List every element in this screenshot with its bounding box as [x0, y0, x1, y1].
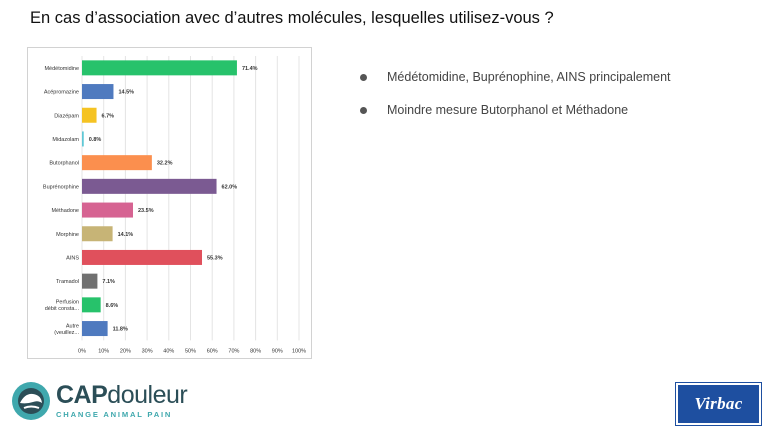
bullet-dot-icon [360, 106, 367, 114]
data-label: 7.1% [102, 279, 115, 285]
chart-bar [82, 297, 101, 313]
category-label: (veuillez... [54, 330, 79, 336]
category-label: Méthadone [51, 208, 79, 214]
capdouleur-logo-mark-icon [12, 382, 50, 420]
bar-chart-svg: 0% 10% 20% 30% 40% 50% 60% 70% 80% 90% 100% Médétom… [43, 56, 306, 354]
chart-bar [82, 249, 203, 265]
category-label: débit consta... [45, 306, 80, 312]
data-label: 6.7% [102, 113, 115, 119]
capdouleur-name: CAPdouleur [56, 381, 188, 410]
category-label: Autre [66, 323, 79, 329]
capdouleur-logo: CAPdouleur CHANGE ANIMAL PAIN [11, 381, 188, 421]
data-label: 32.2% [157, 161, 173, 167]
capdouleur-tagline: CHANGE ANIMAL PAIN [56, 410, 173, 420]
bullet-dot-icon [360, 73, 367, 81]
category-label: Médétomidine [44, 66, 79, 72]
x-tick-label: 10% [98, 348, 109, 354]
chart-bar [82, 202, 133, 218]
x-tick-label: 50% [185, 348, 196, 354]
category-label: Tramadol [56, 279, 79, 285]
virbac-logo: Virbac [675, 382, 762, 426]
chart-bar [82, 321, 108, 337]
chart-bar [82, 155, 152, 171]
category-label: Perfusion [56, 300, 79, 306]
bullet-item: Médétomidine, Buprénophine, AINS princip… [360, 70, 671, 84]
category-label: Buprénorphine [43, 184, 79, 190]
data-label: 62.0% [222, 184, 238, 190]
category-label: AINS [66, 255, 79, 261]
x-tick-label: 40% [163, 348, 174, 354]
bullet-text: Moindre mesure Butorphanol et Méthadone [387, 103, 629, 117]
category-label: Morphine [56, 232, 79, 238]
x-tick-label: 80% [250, 348, 261, 354]
data-label: 14.5% [118, 90, 134, 96]
x-tick-label: 20% [120, 348, 131, 354]
bullet-text: Médétomidine, Buprénophine, AINS princip… [387, 70, 671, 84]
data-label: 14.1% [118, 232, 134, 238]
x-tick-label: 70% [228, 348, 239, 354]
slide-title: En cas d’association avec d’autres moléc… [30, 9, 554, 27]
data-label: 55.3% [207, 255, 223, 261]
chart-bar [82, 178, 217, 194]
chart-bar [82, 84, 114, 100]
bullet-list: Médétomidine, Buprénophine, AINS princip… [360, 70, 671, 136]
data-label: 71.4% [242, 66, 258, 72]
category-label: Butorphanol [49, 161, 79, 167]
data-label: 11.8% [113, 327, 128, 333]
category-label: Acépromazine [44, 90, 79, 96]
chart-bar [82, 107, 97, 123]
category-label: Midazolam [52, 137, 79, 143]
x-tick-label: 0% [78, 348, 86, 354]
x-tick-label: 90% [272, 348, 283, 354]
chart-bar [82, 226, 113, 242]
x-tick-label: 60% [207, 348, 218, 354]
bar-chart: 0% 10% 20% 30% 40% 50% 60% 70% 80% 90% 100% Médétom… [27, 47, 312, 359]
chart-bar [82, 131, 84, 147]
x-tick-label: 100% [292, 348, 306, 354]
chart-bar [82, 273, 98, 289]
chart-bar [82, 60, 237, 76]
category-label: Diazépam [54, 113, 79, 119]
virbac-logo-text: Virbac [694, 394, 743, 413]
cap-name-part2: douleur [107, 381, 188, 410]
cap-name-part1: CAP [56, 381, 108, 410]
bullet-item: Moindre mesure Butorphanol et Méthadone [360, 103, 671, 117]
x-tick-label: 30% [142, 348, 153, 354]
data-label: 23.5% [138, 208, 154, 214]
data-label: 8.6% [106, 303, 119, 309]
data-label: 0.8% [89, 137, 102, 143]
